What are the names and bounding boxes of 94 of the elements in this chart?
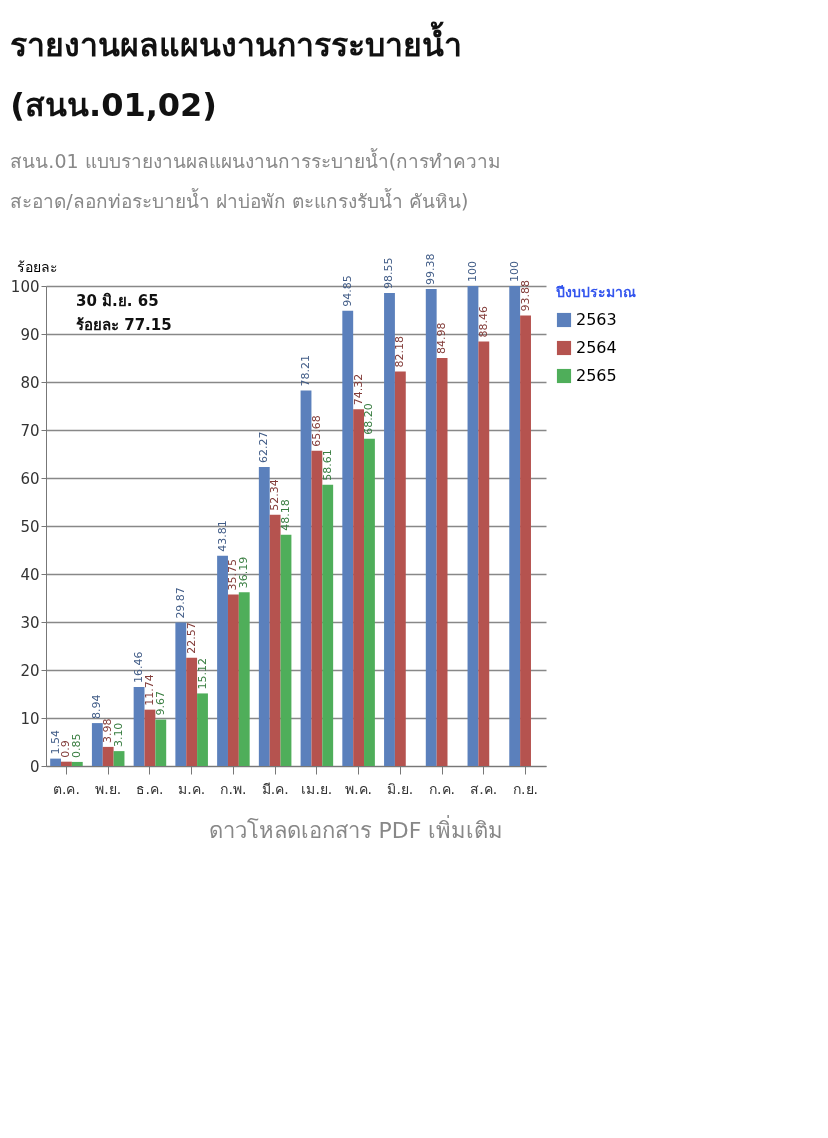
bar [258,467,270,766]
data-label: 3.10 [112,722,126,748]
x-tick-label: พ.ย. [95,780,122,797]
bar [217,555,228,766]
bar [342,310,354,766]
y-tick-label: 90 [20,325,40,344]
data-label: 35.75 [226,558,240,591]
data-label: 8.94 [90,694,104,720]
x-tick-label: มิ.ย. [387,780,414,797]
bar [436,358,448,766]
x-tick-label: ม.ค. [178,780,206,797]
bar [364,438,375,766]
bar [186,657,198,766]
data-label: 22.57 [184,622,198,654]
data-label: 3.98 [101,718,115,743]
bar [300,390,312,766]
bar [311,450,323,766]
data-label: 94.85 [340,275,354,307]
annotation: 30 มิ.ย. 65 [76,292,159,310]
bar [197,693,208,766]
bar [384,292,395,766]
y-tick-label: 30 [20,613,40,632]
data-label: 68.20 [362,403,376,435]
data-label: 88.46 [476,305,490,338]
data-label: 74.32 [351,373,365,406]
bar [322,484,334,766]
data-label: 78.21 [299,355,313,387]
legend-label: 2565 [576,366,617,385]
annotation: ร้อยละ 77.15 [76,316,172,334]
data-label: 0.85 [70,733,84,758]
data-label: 0.9 [59,740,73,758]
bar [425,288,437,766]
legend-title: ปีงบประมาณ [555,284,636,300]
text: ดาวโหลดเอกสาร PDF เพิ่มเติม [208,815,504,843]
bar [227,594,239,766]
y-tick-label: 50 [20,517,40,536]
bar [520,315,531,766]
data-label: 100 [465,261,479,282]
bar [71,761,83,766]
x-tick-label: ต.ค. [53,780,80,797]
bar [61,761,72,766]
bar [509,286,521,766]
text: สนน.01 แบบรายงานผลแผนงานการระบายน้ำ(การทำความ [10,150,502,173]
y-tick-label: 40 [20,565,40,584]
data-label: 58.61 [320,449,334,481]
y-tick-label: 0 [29,757,40,776]
data-label: 15.12 [195,657,209,690]
bar [50,758,62,766]
data-label: 99.38 [424,253,438,285]
data-label: 1.54 [48,730,62,755]
data-label: 9.67 [153,691,167,716]
bar [113,751,125,766]
x-tick-label: ส.ค. [470,780,498,797]
y-tick-label: 70 [20,421,40,440]
y-tick-label: 60 [20,469,40,488]
y-tick-label: 100 [10,277,40,296]
y-axis-title: ร้อยละ [16,258,58,275]
data-label: 65.68 [309,415,323,447]
x-tick-label: ก.พ. [220,780,247,797]
bar [144,709,156,766]
x-tick-label: ธ.ค. [136,780,164,797]
bar [394,371,406,766]
bar [269,514,281,766]
bar [102,746,114,766]
bar [91,723,103,766]
bar [478,341,490,766]
data-label: 43.81 [215,520,229,552]
bar [353,409,365,766]
x-tick-label: เม.ย. [301,780,333,797]
y-tick-label: 20 [20,661,40,680]
data-label: 98.55 [382,257,396,289]
data-label: 93.88 [518,279,532,312]
legend-label: 2564 [576,338,617,357]
x-tick-label: ก.ย. [513,780,538,797]
bar [238,592,250,766]
data-label: 62.27 [257,431,271,464]
text: สะอาด/ลอกท่อระบายน้ำ ฝาบ่อพัก ตะแกรงรับน้ำ คันหิน) [10,190,469,213]
bar [280,534,292,766]
bar [133,686,145,766]
data-label: 100 [507,261,521,282]
x-tick-label: ก.ค. [429,780,456,797]
data-label: 29.87 [173,587,187,619]
y-tick-label: 10 [20,709,40,728]
data-label: 36.19 [237,556,251,589]
y-tick-label: 80 [20,373,40,392]
legend-label: 2563 [576,310,617,329]
bar [155,719,167,766]
bar [467,286,479,766]
data-label: 82.18 [393,336,407,368]
x-tick-label: พ.ค. [345,780,373,797]
text: (สนน.01,02) [10,86,217,125]
data-label: 84.98 [435,322,449,355]
bar [175,622,187,766]
x-tick-label: มี.ค. [261,780,289,797]
